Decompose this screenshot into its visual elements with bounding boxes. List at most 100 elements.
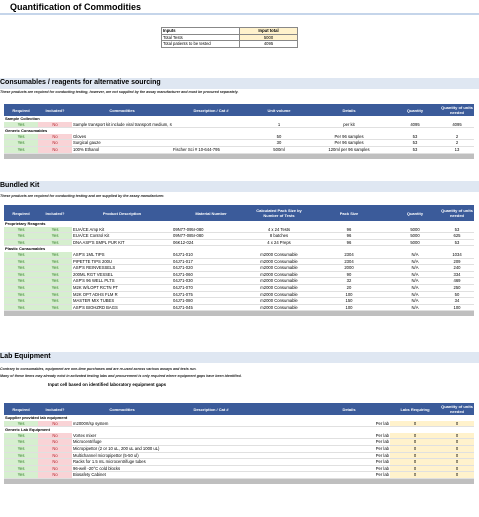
commodity-cell: 100% Ethanol <box>72 146 172 154</box>
unit-cell: 1 <box>250 121 308 129</box>
description-cell: 09N77-095r-080 <box>172 226 250 234</box>
quantity-cell: N/A <box>390 251 440 259</box>
included-cell[interactable]: No <box>38 139 72 147</box>
included-cell[interactable]: Yes <box>38 258 72 266</box>
required-cell[interactable]: Yes <box>4 121 38 129</box>
required-cell[interactable]: Yes <box>4 471 38 479</box>
required-cell[interactable]: Yes <box>4 277 38 285</box>
quantity-cell[interactable]: 0 <box>390 420 440 428</box>
required-cell[interactable]: Yes <box>4 420 38 428</box>
required-cell[interactable]: Yes <box>4 146 38 154</box>
lab-subtitle-1: Contrary to consumables, equipment are o… <box>0 367 197 371</box>
quantity-cell[interactable]: 0 <box>390 465 440 473</box>
column-header: Calculated Pack Size by Number of Tests <box>250 205 308 221</box>
required-cell[interactable]: Yes <box>4 432 38 440</box>
included-cell[interactable]: Yes <box>38 232 72 240</box>
column-header: Product Description <box>72 205 172 221</box>
included-cell[interactable]: Yes <box>38 284 72 292</box>
table-row: Yes No m2000rt/sp system Per lab 0 0 <box>4 420 474 428</box>
units-needed-cell: 0 <box>440 465 474 473</box>
inputs-value[interactable]: 5000 <box>239 33 298 42</box>
required-cell[interactable]: Yes <box>4 304 38 312</box>
inputs-label: Total patients to be tested <box>161 40 240 48</box>
table-row: Yes Yes M2K OPT ADHS FLM R 04J71-075 m2000 C… <box>4 291 474 299</box>
quantity-cell[interactable]: 0 <box>390 432 440 440</box>
unit-cell: m2000 Consumable <box>250 304 308 312</box>
units-needed-cell: 2 <box>440 139 474 147</box>
included-cell[interactable]: No <box>38 438 72 446</box>
included-cell[interactable]: No <box>38 121 72 129</box>
column-header <box>250 403 308 415</box>
included-cell[interactable]: Yes <box>38 251 72 259</box>
total-bar-cell <box>4 478 474 484</box>
included-cell[interactable]: Yes <box>38 226 72 234</box>
included-cell[interactable]: Yes <box>38 304 72 312</box>
required-cell[interactable]: Yes <box>4 226 38 234</box>
description-cell <box>172 133 250 141</box>
included-cell[interactable]: No <box>38 420 72 428</box>
included-cell[interactable]: Yes <box>38 297 72 305</box>
quantity-cell[interactable]: 0 <box>390 445 440 453</box>
included-cell[interactable]: No <box>38 452 72 460</box>
details-cell: Per lab <box>308 452 390 460</box>
included-cell[interactable]: No <box>38 465 72 473</box>
quantity-cell[interactable]: 0 <box>390 438 440 446</box>
quantity-cell: N/A <box>390 258 440 266</box>
required-cell[interactable]: Yes <box>4 139 38 147</box>
table-row: Yes Yes 200ML RGT VESSEL 04J71-060 m2000 Con… <box>4 271 474 279</box>
commodity-cell: EUA/CE Control Kit <box>72 232 172 240</box>
required-cell[interactable]: Yes <box>4 438 38 446</box>
required-cell[interactable]: Yes <box>4 239 38 247</box>
commodity-cell: EUA/CE Amp Kit <box>72 226 172 234</box>
required-cell[interactable]: Yes <box>4 264 38 272</box>
units-needed-cell: 0 <box>440 445 474 453</box>
required-cell[interactable]: Yes <box>4 258 38 266</box>
required-cell[interactable]: Yes <box>4 445 38 453</box>
included-cell[interactable]: No <box>38 458 72 466</box>
quantity-cell: N/A <box>390 291 440 299</box>
required-cell[interactable]: Yes <box>4 297 38 305</box>
required-cell[interactable]: Yes <box>4 271 38 279</box>
column-header: Commodities <box>72 104 172 116</box>
required-cell[interactable]: Yes <box>4 232 38 240</box>
details-cell: 100 <box>308 291 390 299</box>
table-header-row: Required Included? Commodities Description … <box>4 104 474 116</box>
column-header: Details <box>308 104 390 116</box>
included-cell[interactable]: Yes <box>38 277 72 285</box>
quantity-cell: 53 <box>390 146 440 154</box>
inputs-label: Total Tests <box>161 33 240 42</box>
included-cell[interactable]: Yes <box>38 264 72 272</box>
inputs-table: Inputs Input total Total Tests 5000 Tota… <box>161 27 298 48</box>
required-cell[interactable]: Yes <box>4 251 38 259</box>
included-cell[interactable]: Yes <box>38 239 72 247</box>
required-cell[interactable]: Yes <box>4 291 38 299</box>
units-needed-cell: 0 <box>440 471 474 479</box>
included-cell[interactable]: No <box>38 133 72 141</box>
included-cell[interactable]: No <box>38 432 72 440</box>
included-cell[interactable]: No <box>38 445 72 453</box>
required-cell[interactable]: Yes <box>4 452 38 460</box>
quantity-cell[interactable]: 0 <box>390 458 440 466</box>
commodity-cell: 96-well -20°C cold blocks <box>72 465 172 473</box>
required-cell[interactable]: Yes <box>4 284 38 292</box>
bundled-table: Required Included? Product Description Mate… <box>4 205 474 317</box>
unit-cell: m2000 Consumable <box>250 251 308 259</box>
details-cell: 100 <box>308 304 390 312</box>
group-row: Sample Collection <box>4 116 474 122</box>
included-cell[interactable]: No <box>38 146 72 154</box>
column-header: Labs Requiring <box>390 403 440 415</box>
group-label: Proprietary Reagents <box>4 221 474 227</box>
included-cell[interactable]: Yes <box>38 271 72 279</box>
quantity-cell[interactable]: 0 <box>390 471 440 479</box>
quantity-cell[interactable]: 0 <box>390 452 440 460</box>
units-needed-cell: 0 <box>440 432 474 440</box>
units-needed-cell: 53 <box>440 226 474 234</box>
included-cell[interactable]: Yes <box>38 291 72 299</box>
required-cell[interactable]: Yes <box>4 133 38 141</box>
details-cell: Per 96 samples <box>308 139 390 147</box>
required-cell[interactable]: Yes <box>4 465 38 473</box>
included-cell[interactable]: No <box>38 471 72 479</box>
required-cell[interactable]: Yes <box>4 458 38 466</box>
group-label: Sample Collection <box>4 116 474 122</box>
units-needed-cell: 625 <box>440 232 474 240</box>
